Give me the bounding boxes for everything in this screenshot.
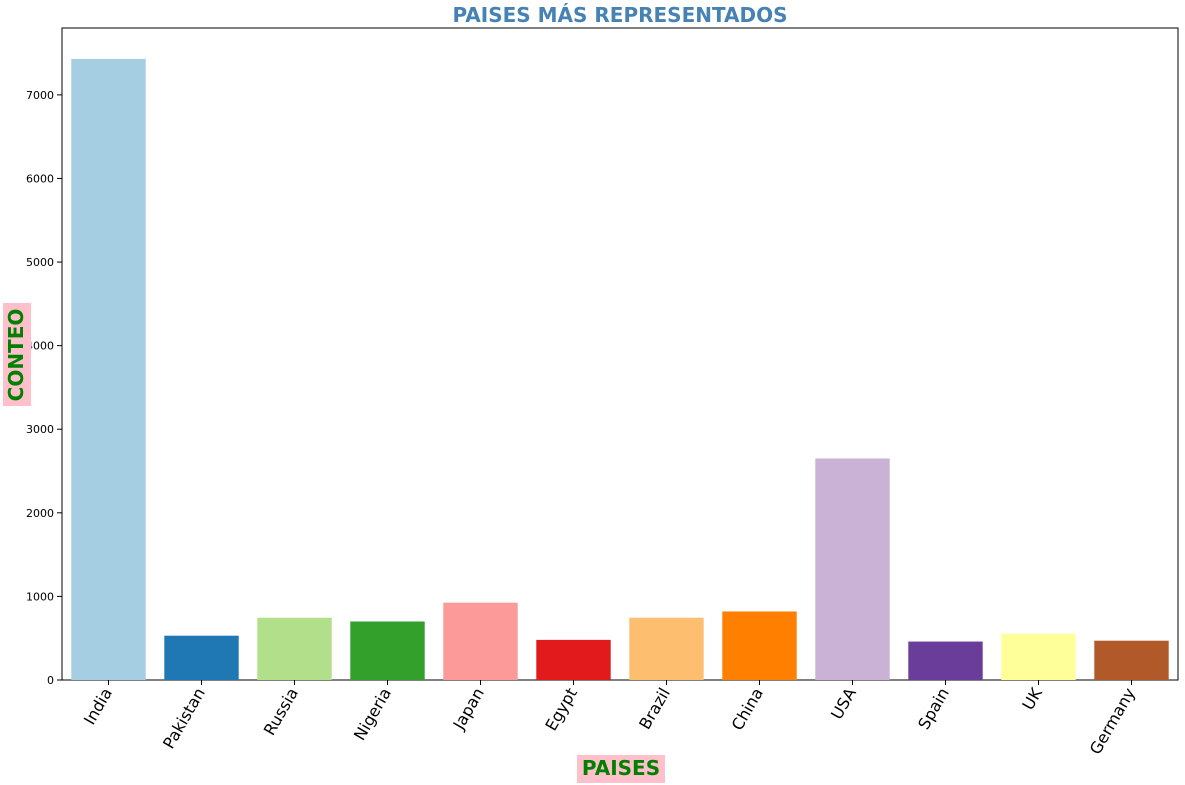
bar-china — [722, 611, 797, 680]
bar-usa — [815, 458, 890, 680]
x-tick-label-china: China — [728, 685, 767, 734]
bar-spain — [908, 641, 983, 680]
bars-group — [71, 58, 1169, 681]
x-tick-label-pakistan: Pakistan — [159, 685, 209, 753]
bar-egypt — [536, 639, 611, 680]
y-axis-label: CONTEO — [4, 309, 28, 402]
bar-brazil — [629, 617, 704, 680]
y-axis-label-box — [3, 303, 31, 406]
bar-nigeria — [350, 621, 425, 680]
x-axis-label-group: PAISES — [577, 755, 665, 783]
x-tick-label-japan: Japan — [449, 685, 488, 734]
y-axis: 0 1000 2000 3000 4000 5000 6000 7000 — [26, 89, 62, 687]
bar-russia — [257, 617, 332, 680]
y-tick-label: 6000 — [26, 172, 54, 185]
bar-japan — [443, 602, 518, 680]
x-tick-label-india: India — [80, 685, 116, 729]
x-tick-label-usa: USA — [827, 684, 860, 722]
x-tick-label-germany: Germany — [1086, 685, 1139, 758]
x-tick-label-egypt: Egypt — [541, 685, 581, 734]
y-tick-label: 3000 — [26, 423, 54, 436]
x-axis-label-box — [577, 755, 665, 783]
y-tick-label: 1000 — [26, 590, 54, 603]
x-axis: India Pakistan Russia Nigeria Japan Egypt Braz… — [80, 680, 1139, 758]
y-axis-label-group: CONTEO — [3, 303, 31, 406]
y-tick-label: 2000 — [26, 507, 54, 520]
chart-title: PAISES MÁS REPRESENTADOS — [452, 3, 787, 27]
x-tick-label-uk: UK — [1018, 684, 1046, 713]
x-tick-label-brazil: Brazil — [635, 685, 674, 733]
x-tick-label-spain: Spain — [914, 685, 953, 733]
bar-pakistan — [164, 635, 239, 680]
y-tick-label: 5000 — [26, 256, 54, 269]
y-tick-label: 0 — [47, 674, 54, 687]
bar-india — [71, 58, 146, 681]
bar-uk — [1001, 633, 1076, 680]
plot-area-frame — [61, 27, 1179, 681]
bar-germany — [1094, 640, 1169, 680]
y-tick-label: 4000 — [26, 340, 54, 353]
x-tick-label-russia: Russia — [260, 685, 302, 739]
y-tick-label: 7000 — [26, 89, 54, 102]
x-axis-label: PAISES — [582, 756, 660, 780]
x-tick-label-nigeria: Nigeria — [350, 685, 395, 744]
